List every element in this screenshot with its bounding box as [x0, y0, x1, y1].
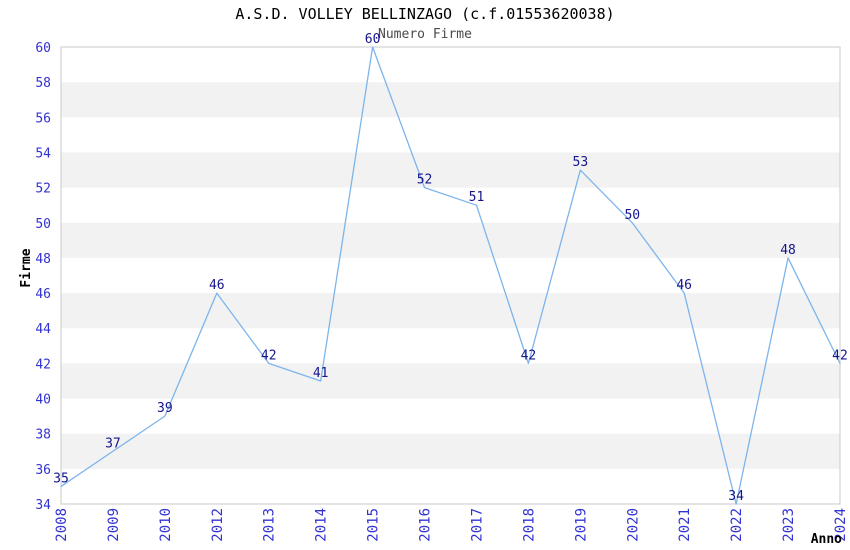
y-tick-label: 50: [35, 217, 51, 232]
data-label: 46: [676, 278, 692, 293]
x-tick-label: 2016: [418, 508, 434, 542]
y-tick-label: 36: [35, 463, 51, 478]
x-tick-label: 2010: [158, 508, 174, 542]
chart-title: A.S.D. VOLLEY BELLINZAGO (c.f.0155362003…: [235, 5, 615, 23]
data-label: 51: [469, 190, 485, 205]
y-tick-label: 60: [35, 41, 51, 56]
data-label: 50: [624, 208, 640, 223]
data-label: 42: [521, 348, 537, 363]
data-label: 35: [53, 471, 69, 486]
x-tick-label: 2013: [262, 508, 278, 542]
x-tick-label: 2022: [729, 508, 745, 542]
y-tick-label: 34: [35, 498, 51, 513]
y-tick-label: 52: [35, 182, 51, 197]
x-tick-label: 2012: [210, 508, 226, 542]
grid-band: [61, 363, 840, 399]
grid-band: [61, 293, 840, 329]
y-tick-label: 44: [35, 322, 51, 337]
y-tick-label: 56: [35, 111, 51, 126]
x-tick-label: 2021: [677, 508, 693, 542]
x-tick-label: 2017: [469, 508, 485, 542]
data-label: 48: [780, 243, 796, 258]
data-label: 34: [728, 489, 744, 504]
data-label: 53: [573, 155, 589, 170]
x-tick-label: 2008: [54, 508, 70, 542]
x-tick-label: 2014: [314, 508, 330, 542]
x-tick-label: 2024: [833, 508, 849, 542]
grid-band: [61, 152, 840, 188]
y-tick-label: 54: [35, 146, 51, 161]
y-tick-label: 38: [35, 428, 51, 443]
data-label: 60: [365, 32, 381, 47]
data-label: 42: [261, 348, 277, 363]
plot-border: [60, 46, 841, 505]
y-tick-label: 46: [35, 287, 51, 302]
y-tick-label: 40: [35, 393, 51, 408]
chart-subtitle: Numero Firme: [378, 27, 472, 42]
grid-band: [61, 82, 840, 118]
x-tick-label: 2015: [366, 508, 382, 542]
y-tick-label: 42: [35, 357, 51, 372]
y-tick-label: 48: [35, 252, 51, 267]
grid-band: [61, 433, 840, 469]
x-axis-title: Anno: [811, 532, 842, 547]
x-tick-label: 2020: [625, 508, 641, 542]
data-label: 42: [832, 348, 848, 363]
y-tick-label: 58: [35, 76, 51, 91]
x-tick-label: 2019: [573, 508, 589, 542]
x-tick-label: 2018: [521, 508, 537, 542]
data-label: 52: [417, 173, 433, 188]
data-label: 39: [157, 401, 173, 416]
data-label: 46: [209, 278, 225, 293]
grid-band: [61, 222, 840, 258]
series-line: [60, 46, 841, 505]
y-axis-title: Firme: [19, 248, 34, 287]
x-tick-label: 2023: [781, 508, 797, 542]
data-label: 41: [313, 366, 329, 381]
data-label: 37: [105, 436, 121, 451]
x-tick-label: 2009: [106, 508, 122, 542]
